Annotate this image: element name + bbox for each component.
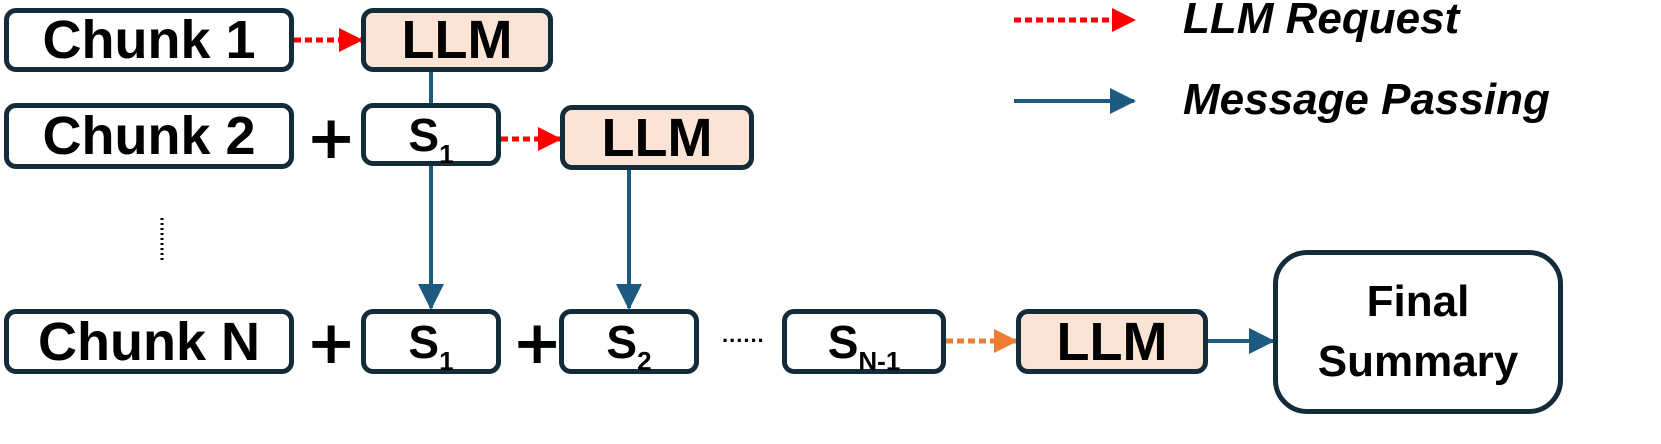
final-summary-box: Final Summary [1273, 250, 1563, 414]
summary-s2-box-rown: S2 [559, 309, 699, 374]
summary-sn1-box: SN-1 [782, 309, 946, 374]
summary-s1-box-row2: S1 [361, 103, 501, 169]
llm-label-2: LLM [601, 107, 713, 168]
legend-llm-request-label: LLM Request [1183, 0, 1460, 43]
summary-sn1-label: SN-1 [827, 315, 901, 376]
chunk-n-box: Chunk N [4, 309, 294, 374]
final-summary-line2: Summary [1317, 337, 1519, 386]
llm-label-n: LLM [1056, 311, 1168, 372]
chunk-2-label: Chunk 2 [42, 106, 256, 166]
llm-box-n: LLM [1016, 309, 1208, 374]
summary-s1-label-row2: S1 [408, 108, 454, 169]
plus-sign-rown-1: + [306, 308, 357, 378]
plus-sign-row2: + [306, 103, 357, 173]
chunk-1-box: Chunk 1 [4, 8, 294, 72]
final-summary-line1: Final [1366, 277, 1470, 326]
llm-box-2: LLM [560, 105, 754, 170]
plus-sign-rown-2: + [512, 308, 563, 378]
chunk-n-label: Chunk N [38, 311, 260, 372]
summary-s1-box-rown: S1 [361, 309, 501, 374]
summary-s1-label-rown: S1 [408, 315, 454, 376]
chunk-1-label: Chunk 1 [42, 10, 256, 70]
legend-message-passing-label: Message Passing [1183, 75, 1550, 124]
chunk-2-box: Chunk 2 [4, 103, 294, 169]
llm-box-1: LLM [361, 8, 553, 72]
horizontal-ellipsis: ...... [722, 322, 765, 347]
summary-s2-label-rown: S2 [606, 315, 652, 376]
llm-label-1: LLM [401, 10, 513, 70]
